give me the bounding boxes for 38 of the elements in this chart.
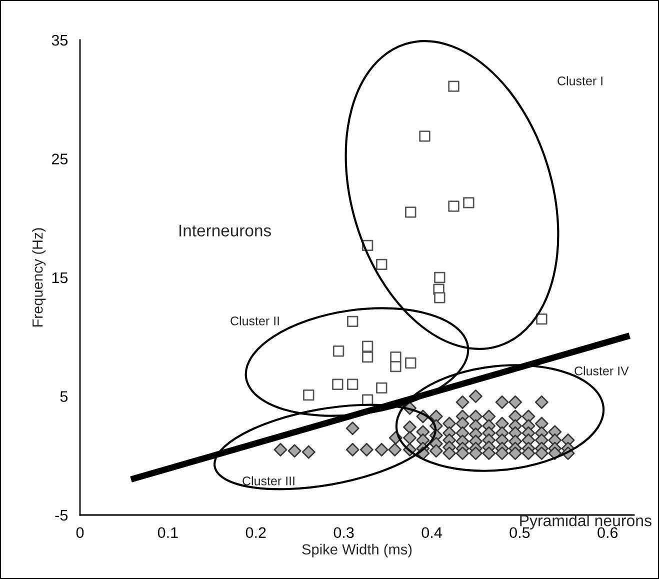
x-tick-label: 0.3 xyxy=(334,527,354,538)
point xyxy=(303,389,314,401)
annotation: Cluster I xyxy=(558,76,602,86)
point xyxy=(346,378,358,390)
y-tick-label: -5 xyxy=(55,510,68,521)
point xyxy=(434,292,446,304)
x-tick-label: 0.4 xyxy=(422,527,442,538)
annotation: Interneurons xyxy=(180,224,271,236)
point xyxy=(434,272,446,284)
y-tick-label: 25 xyxy=(52,154,68,164)
point xyxy=(405,206,416,218)
x-tick-label: 0.2 xyxy=(246,527,266,538)
point xyxy=(448,200,460,212)
point xyxy=(405,357,416,369)
point xyxy=(362,340,374,352)
point xyxy=(362,351,374,363)
point xyxy=(376,258,388,270)
point xyxy=(376,382,388,394)
point xyxy=(390,360,402,372)
point xyxy=(332,346,344,357)
point xyxy=(448,80,460,92)
x-tick-label: 0.1 xyxy=(158,527,178,538)
annotation: Cluster III xyxy=(242,476,294,486)
x-axis-title: Spike Width (ms) xyxy=(302,544,412,558)
y-axis-title: Frequency (Hz) xyxy=(32,228,46,327)
point xyxy=(463,197,474,208)
y-tick-label: 5 xyxy=(60,391,68,402)
y-tick-label: 35 xyxy=(52,34,68,46)
point xyxy=(346,316,358,328)
annotation: Cluster IV xyxy=(574,366,629,376)
x-tick-label: 0.6 xyxy=(598,527,618,538)
annotation: Cluster II xyxy=(230,316,279,326)
point xyxy=(332,378,344,390)
x-tick-label: 0 xyxy=(76,527,84,538)
x-tick-label: 0.5 xyxy=(510,527,530,538)
y-tick-label: 15 xyxy=(52,272,68,284)
point xyxy=(419,130,430,142)
point xyxy=(536,313,548,325)
